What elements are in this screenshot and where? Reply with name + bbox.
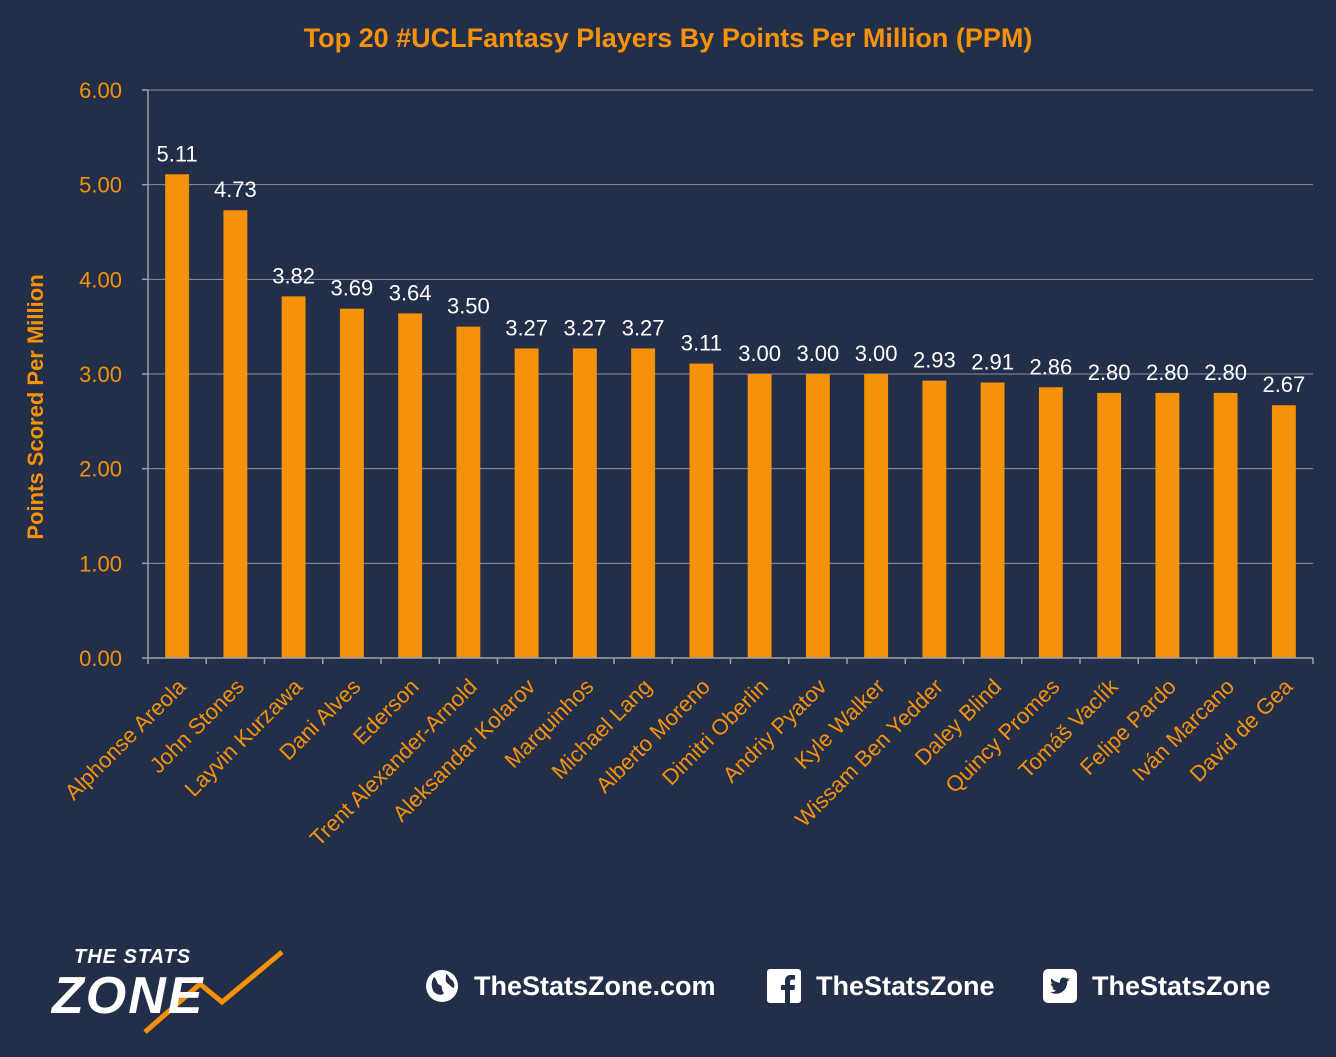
bar bbox=[281, 296, 306, 658]
logo-swoosh-icon bbox=[143, 950, 284, 1034]
data-label: 2.80 bbox=[1204, 360, 1247, 385]
bar bbox=[1213, 392, 1238, 658]
data-label: 2.86 bbox=[1029, 354, 1072, 379]
facebook-icon bbox=[767, 969, 801, 1003]
y-tick-label: 2.00 bbox=[79, 457, 122, 482]
x-tick-label: David de Gea bbox=[1185, 673, 1298, 786]
twitter-text: TheStatsZone bbox=[1092, 970, 1271, 1001]
data-label: 2.80 bbox=[1088, 360, 1131, 385]
data-label: 3.00 bbox=[738, 341, 781, 366]
data-labels: 5.11 4.73 3.82 3.69 3.64 3.50 3.27 3.27 3.27 3.11… bbox=[157, 141, 1306, 397]
bar bbox=[980, 382, 1005, 658]
data-label: 2.67 bbox=[1262, 372, 1305, 397]
bar bbox=[398, 313, 423, 658]
data-label: 2.91 bbox=[971, 350, 1014, 375]
footer: THE STATS ZONE TheStatsZone.com TheStats… bbox=[0, 930, 1336, 1040]
chart-title: Top 20 #UCLFantasy Players By Points Per… bbox=[304, 23, 1033, 53]
bar bbox=[1155, 392, 1180, 658]
bar bbox=[1097, 392, 1122, 658]
twitter-link[interactable]: TheStatsZone bbox=[1042, 966, 1271, 1006]
bar-chart: Top 20 #UCLFantasy Players By Points Per… bbox=[23, 23, 1314, 851]
bar bbox=[922, 380, 947, 658]
bar bbox=[689, 363, 714, 658]
data-label: 2.80 bbox=[1146, 360, 1189, 385]
y-tick-label: 5.00 bbox=[79, 173, 122, 198]
bar bbox=[747, 374, 772, 658]
data-label: 5.11 bbox=[157, 141, 198, 166]
logo-small-text: THE STATS bbox=[74, 946, 192, 968]
data-label: 2.93 bbox=[913, 348, 956, 373]
data-label: 3.11 bbox=[681, 331, 722, 356]
data-label: 4.73 bbox=[214, 177, 257, 202]
bar bbox=[456, 326, 481, 658]
axes bbox=[142, 89, 1314, 664]
y-tick-label: 3.00 bbox=[79, 362, 122, 387]
facebook-text: TheStatsZone bbox=[816, 970, 995, 1001]
y-tick-label: 0.00 bbox=[79, 646, 122, 671]
facebook-link[interactable]: TheStatsZone bbox=[766, 966, 995, 1006]
data-label: 3.27 bbox=[563, 315, 606, 340]
data-label: 3.50 bbox=[447, 294, 490, 319]
logo-big-text: ZONE bbox=[52, 967, 205, 1025]
y-axis-label: Points Scored Per Million bbox=[23, 274, 48, 539]
data-label: 3.27 bbox=[505, 315, 548, 340]
twitter-icon bbox=[1043, 969, 1077, 1003]
x-tick-label: Iván Marcano bbox=[1127, 674, 1239, 786]
bars bbox=[165, 174, 1296, 658]
stats-zone-logo: THE STATS ZONE bbox=[50, 944, 290, 1034]
bar bbox=[165, 174, 190, 658]
bar bbox=[1271, 405, 1296, 658]
bar bbox=[631, 348, 656, 658]
bar bbox=[572, 348, 597, 658]
bar bbox=[514, 348, 539, 658]
data-label: 3.00 bbox=[796, 341, 839, 366]
globe-icon bbox=[426, 970, 458, 1002]
data-label: 3.69 bbox=[330, 276, 373, 301]
bar bbox=[1038, 387, 1063, 658]
bar bbox=[805, 374, 830, 658]
bar bbox=[864, 374, 889, 658]
website-link[interactable]: TheStatsZone.com bbox=[424, 966, 716, 1006]
y-tick-label: 6.00 bbox=[79, 78, 122, 103]
y-tick-labels: 0.00 1.00 2.00 3.00 4.00 5.00 6.00 bbox=[79, 78, 122, 671]
y-tick-label: 1.00 bbox=[79, 551, 122, 576]
data-label: 3.82 bbox=[272, 263, 315, 288]
data-label: 3.64 bbox=[389, 280, 432, 305]
data-label: 3.00 bbox=[855, 341, 898, 366]
bar bbox=[223, 210, 248, 658]
gridlines bbox=[148, 89, 1313, 564]
website-text: TheStatsZone.com bbox=[474, 970, 716, 1001]
bar bbox=[339, 308, 364, 658]
y-tick-label: 4.00 bbox=[79, 267, 122, 292]
data-label: 3.27 bbox=[622, 315, 665, 340]
